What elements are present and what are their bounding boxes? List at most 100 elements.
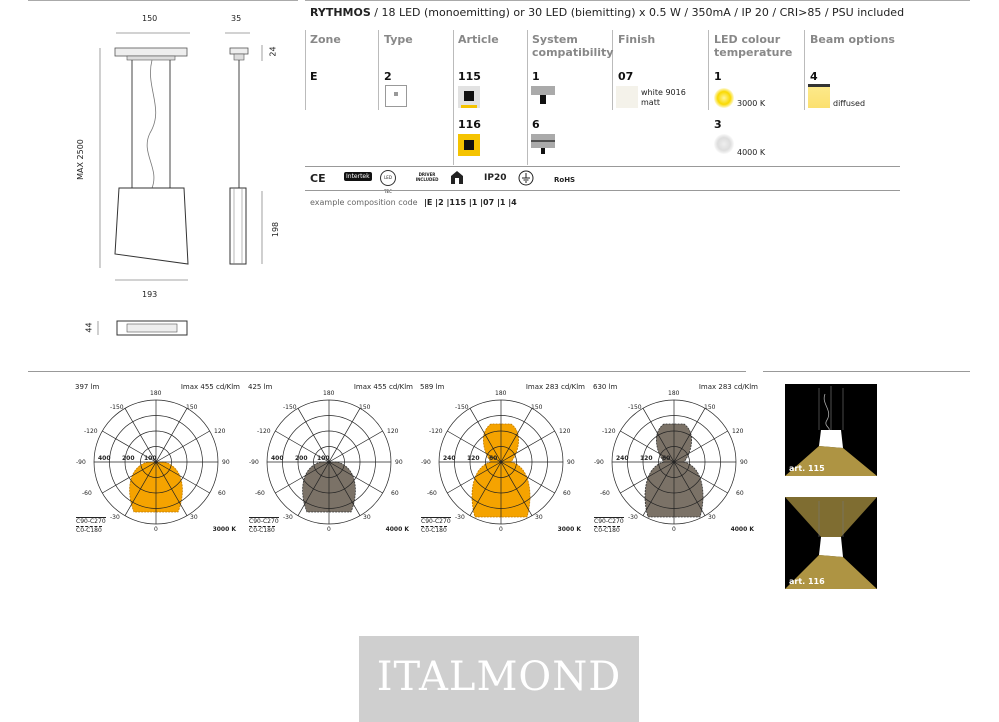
polar-angle-label: 180	[150, 390, 162, 397]
spec-title-line: RYTHMOS / 18 LED (monoemitting) or 30 LE…	[310, 6, 904, 19]
polar-angle-label: -90	[594, 459, 604, 466]
polar-imax-label: Imax 283 cd/Klm	[698, 383, 758, 391]
photo-art-115-label: art. 115	[789, 464, 825, 473]
ip20-label: IP20	[484, 173, 507, 183]
polar-angle-label: 90	[222, 459, 230, 466]
polar-imax-label: Imax 283 cd/Klm	[525, 383, 585, 391]
product-title: RYTHMOS	[310, 6, 371, 19]
header-system-line1: System	[532, 33, 578, 46]
polar-ring-label: 240	[616, 455, 629, 462]
polar-angle-label: -90	[76, 459, 86, 466]
example-code: |E |2 |115 |1 |07 |1 |4	[424, 198, 517, 207]
polar-angle-label: -30	[455, 514, 465, 521]
polar-legend-c90: C90-C270	[594, 517, 624, 525]
photo-art-116-image	[785, 497, 877, 589]
polar-angle-label: 60	[391, 490, 399, 497]
dim-max-label: MAX 2500	[75, 139, 85, 180]
polar-temp-label: 4000 K	[385, 526, 409, 533]
polar-angle-label: 180	[323, 390, 335, 397]
polar-legend-c0: C0-C180	[76, 526, 102, 534]
polar-spoke	[620, 430, 728, 494]
polar-legend-c0: C0-C180	[594, 526, 620, 534]
cert-bottom-rule	[305, 190, 900, 191]
dim-width-label: 150	[142, 14, 158, 23]
polar-spoke	[275, 430, 383, 494]
polar-angle-label: -150	[455, 404, 469, 411]
dim-canopy-label: 35	[231, 14, 242, 23]
polar-grid-svg	[266, 399, 392, 525]
example-label: example composition code	[310, 198, 418, 207]
polar-ring-label: 100	[317, 455, 330, 462]
zone-value: E	[310, 70, 318, 83]
polar-angle-label: 180	[668, 390, 680, 397]
photo-top-rule	[763, 371, 970, 372]
lamp-drawing-svg	[97, 32, 263, 336]
polar-diagram: 630 lm Imax 283 cd/Klm 180 -150 150 -120 120 -9…	[588, 380, 758, 540]
polar-ring-label: 60	[662, 455, 671, 462]
polar-angle-label: 120	[387, 428, 399, 435]
header-system: System compatibility	[532, 33, 613, 59]
col-sep	[612, 30, 613, 110]
product-subtitle: / 18 LED (monoemitting) or 30 LED (biemi…	[374, 6, 905, 19]
top-rule	[28, 0, 298, 1]
polar-angle-label: -90	[249, 459, 259, 466]
polar-grid-svg	[611, 399, 737, 525]
polar-imax-label: Imax 455 cd/Klm	[353, 383, 413, 391]
header-finish: Finish	[618, 33, 656, 46]
intertek-icon: Intertek	[344, 172, 372, 181]
header-type: Type	[384, 33, 413, 46]
polar-angle-label: -60	[82, 490, 92, 497]
polar-ring-label: 200	[295, 455, 308, 462]
finish-name-line2: matt	[641, 98, 660, 107]
polar-legend-c90: C90-C270	[421, 517, 451, 525]
polar-angle-label: 60	[218, 490, 226, 497]
col-sep	[378, 30, 379, 110]
polar-angle-label: -30	[628, 514, 638, 521]
polar-angle-label: 150	[531, 404, 543, 411]
polar-angle-label: -30	[110, 514, 120, 521]
polar-angle-label: -150	[110, 404, 124, 411]
photo-art-116: art. 116	[785, 497, 877, 589]
polar-legend-c0: C0-C180	[249, 526, 275, 534]
col-sep	[527, 30, 528, 165]
polar-diagram: 397 lm Imax 455 cd/Klm 180 -150 150 -120 120 -9…	[70, 380, 240, 540]
article-116-value: 116	[458, 118, 481, 131]
polar-angle-label: -90	[421, 459, 431, 466]
polar-angle-label: 30	[535, 514, 543, 521]
type-value: 2	[384, 70, 392, 83]
dim-diffuser-width-label: 193	[142, 290, 158, 299]
finish-name: white 9016 matt	[641, 88, 686, 108]
polar-angle-label: -120	[602, 428, 616, 435]
polar-angle-label: 180	[495, 390, 507, 397]
system-1-icon	[531, 86, 555, 104]
polar-lumen-label: 425 lm	[248, 383, 273, 391]
polar-ring-label: 200	[122, 455, 135, 462]
polar-temp-label: 3000 K	[557, 526, 581, 533]
polar-ring-label: 400	[271, 455, 284, 462]
italmond-watermark: ITALMOND	[359, 636, 639, 722]
polar-temp-label: 4000 K	[730, 526, 754, 533]
polar-angle-label: 0	[499, 526, 503, 533]
polar-ring-label: 60	[489, 455, 498, 462]
led-4000-swatch	[714, 134, 734, 154]
rohs-label: RoHS	[554, 176, 576, 184]
finish-code: 07	[618, 70, 634, 83]
polar-ring-label: 400	[98, 455, 111, 462]
spec-top-rule	[305, 0, 970, 1]
polar-angle-label: 120	[732, 428, 744, 435]
header-led-line2: temperature	[714, 46, 793, 59]
driver-included-icon: DRIVER INCLUDED	[415, 172, 439, 182]
polar-lumen-label: 397 lm	[75, 383, 100, 391]
polar-grid-svg	[93, 399, 219, 525]
polar-diagram: 589 lm Imax 283 cd/Klm 180 -150 150 -120 120 -9…	[415, 380, 585, 540]
photo-art-115-image	[785, 386, 877, 476]
polar-ring-label: 120	[467, 455, 480, 462]
system-1-value: 1	[532, 70, 540, 83]
led-3000-label: 3000 K	[737, 99, 766, 108]
ce-icon: CE	[310, 172, 326, 185]
cert-top-rule	[305, 166, 900, 167]
led-3000-swatch	[714, 88, 734, 108]
polar-angle-label: -60	[427, 490, 437, 497]
polar-angle-label: 90	[567, 459, 575, 466]
polar-ring-label: 240	[443, 455, 456, 462]
